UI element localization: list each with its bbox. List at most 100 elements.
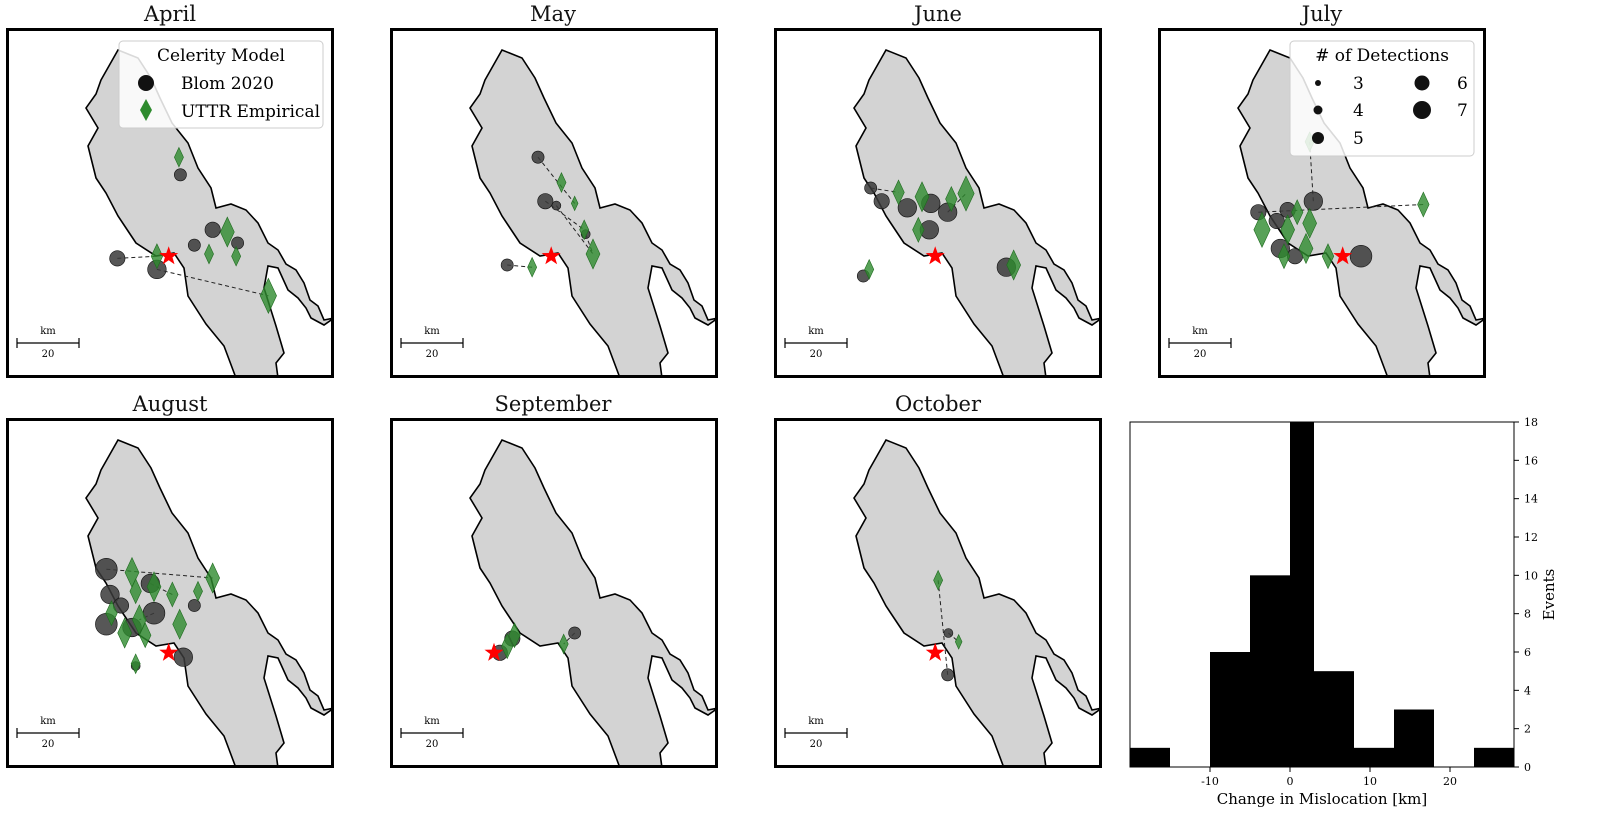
y-tick-label: 16 (1524, 454, 1538, 467)
uttr-location-point (556, 172, 567, 193)
legend-size-marker (1414, 75, 1430, 91)
uttr-location-point (105, 600, 118, 627)
mislocation-link (156, 268, 269, 297)
uttr-location-point (579, 219, 590, 241)
uttr-location-point (1291, 199, 1304, 226)
y-axis-label: Events (1540, 569, 1558, 621)
blom-location-point (1349, 245, 1373, 268)
uttr-location-point (117, 617, 132, 649)
blom-location-point (187, 599, 201, 612)
y-tick-label: 10 (1524, 569, 1538, 582)
scalebar-value: 20 (810, 349, 823, 360)
land-mass (469, 438, 718, 768)
uttr-location-point (1302, 207, 1317, 239)
uttr-location-point (174, 146, 184, 168)
legend-size-label: 7 (1457, 101, 1468, 121)
histogram-bar (1354, 747, 1394, 767)
blom-location-point (231, 236, 244, 250)
blom-location-point (95, 558, 118, 581)
blom-location-point (1303, 191, 1323, 211)
uttr-location-point (220, 216, 235, 248)
histogram-bar (1250, 575, 1290, 767)
legend-size-marker (1315, 80, 1321, 86)
legend-size-marker (1413, 101, 1431, 119)
legend-size-label: 4 (1353, 101, 1364, 121)
histogram-panel: -10 0 10 20 0 2 4 6 8 10 12 14 16 18 Change in Misloca… (1129, 416, 1558, 808)
uttr-location-point (1277, 243, 1291, 270)
blom-location-point (941, 668, 955, 682)
mislocation-link (537, 156, 576, 204)
panel-frame (774, 418, 1102, 768)
uttr-location-point (558, 633, 569, 655)
uttr-location-point (129, 578, 142, 605)
uttr-location-point (132, 604, 147, 636)
blom-location-point (173, 647, 193, 667)
y-tick-label: 18 (1524, 416, 1538, 429)
legend-celerity-model: Celerity Model Blom 2020 UTTR Empirical (118, 40, 324, 129)
scalebar-unit: km (808, 716, 824, 727)
y-tick-label: 14 (1524, 493, 1538, 506)
legend-blom-marker (138, 75, 154, 91)
y-tick-label: 2 (1524, 723, 1531, 736)
uttr-location-point (1253, 211, 1271, 248)
blom-location-point (568, 626, 582, 640)
uttr-location-point (130, 653, 141, 675)
uttr-location-point (892, 179, 905, 206)
scalebar-unit: km (424, 326, 440, 337)
legend-size-marker (1313, 105, 1323, 115)
histogram-bar (1130, 747, 1170, 767)
blom-location-point (873, 193, 890, 210)
scalebar-unit: km (424, 716, 440, 727)
blom-location-point (173, 168, 187, 182)
scalebar-value: 20 (42, 349, 55, 360)
scalebar-unit: km (40, 326, 56, 337)
panel-frame (1158, 28, 1486, 378)
source-star (925, 642, 945, 661)
legend-title: # of Detections (1315, 46, 1449, 66)
blom-location-point (142, 602, 166, 625)
panel-title-october: October (895, 392, 981, 416)
uttr-location-point (954, 633, 963, 650)
blom-location-point (204, 221, 221, 238)
land-mass (469, 48, 718, 378)
y-tick-label: 12 (1524, 531, 1538, 544)
legend-size-label: 5 (1353, 129, 1364, 149)
legend-title: Celerity Model (157, 46, 285, 66)
uttr-location-point (1417, 191, 1430, 218)
blom-location-point (500, 258, 514, 272)
histogram-bar (1394, 709, 1434, 767)
blom-location-point (531, 150, 545, 164)
x-axis-label: Change in Mislocation [km] (1217, 790, 1428, 808)
mislocation-link (106, 568, 213, 579)
uttr-location-point (231, 245, 242, 267)
scalebar-value: 20 (426, 349, 439, 360)
histogram-bar (1290, 422, 1314, 767)
uttr-location-point (146, 571, 162, 603)
y-tick-label: 6 (1524, 646, 1531, 659)
panel-title-september: September (494, 392, 612, 416)
uttr-location-point (172, 608, 187, 640)
panel-frame (6, 418, 334, 768)
scalebar-unit: km (40, 716, 56, 727)
uttr-location-point (205, 562, 220, 594)
source-star (1333, 246, 1353, 265)
histogram-frame (1129, 421, 1515, 768)
scalebar-unit: km (808, 326, 824, 337)
blom-location-point (1268, 213, 1285, 230)
map-panel-september: km 20 (390, 418, 718, 768)
histogram-bar (1314, 671, 1354, 767)
source-star (925, 246, 945, 265)
legend-size-label: 6 (1457, 74, 1468, 94)
map-panel-october: km 20 (774, 418, 1102, 768)
uttr-location-point (864, 258, 875, 280)
uttr-location-point (166, 581, 179, 608)
uttr-location-point (139, 622, 152, 649)
uttr-location-point (1280, 214, 1295, 246)
legend-uttr-label: UTTR Empirical (181, 102, 320, 122)
uttr-location-point (957, 175, 975, 212)
uttr-location-point (1321, 243, 1335, 270)
panel-frame (390, 28, 718, 378)
uttr-location-point (933, 569, 944, 591)
y-tick-label: 8 (1524, 608, 1531, 621)
uttr-location-point (912, 216, 925, 243)
